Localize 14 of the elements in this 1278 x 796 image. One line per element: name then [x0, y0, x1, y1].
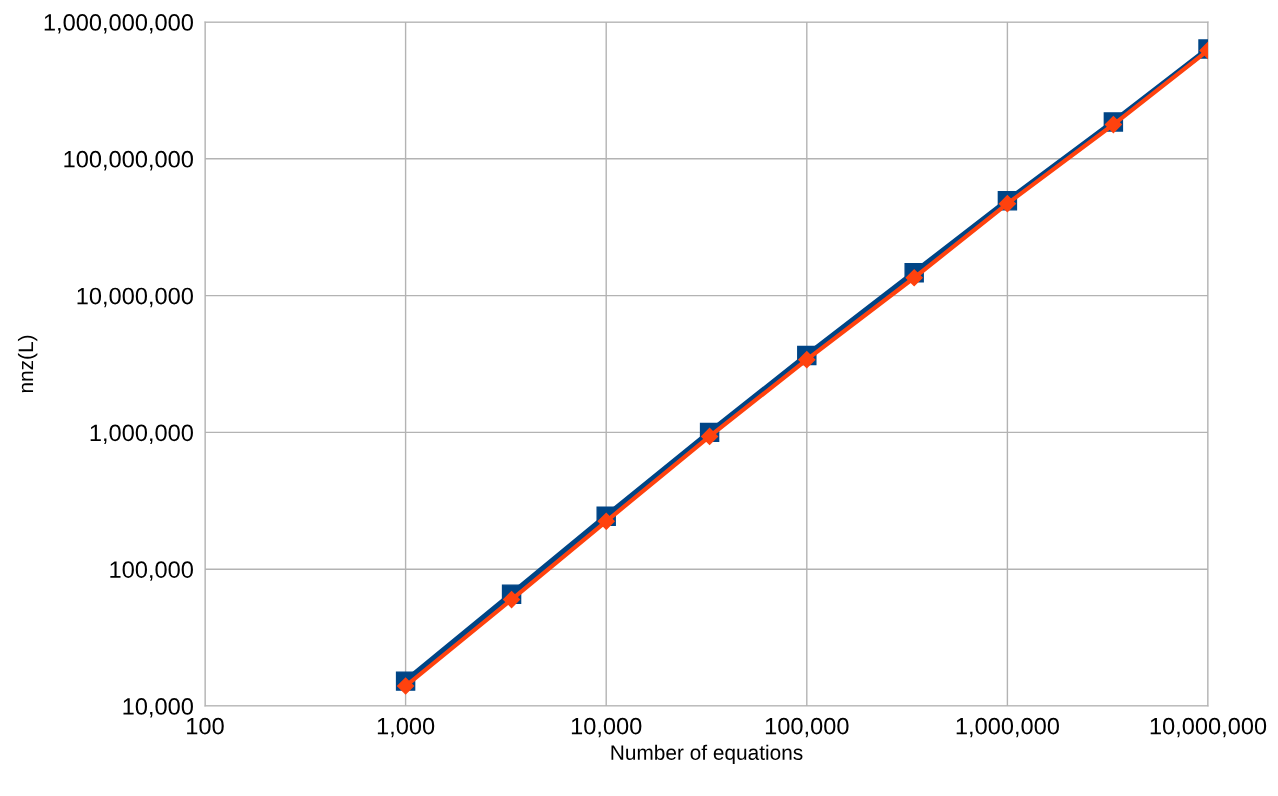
x-axis-title: Number of equations [611, 744, 803, 765]
x-tick-label: 100,000 [765, 717, 849, 738]
x-tick-label: 1,000 [377, 717, 435, 738]
y-tick-label: 100,000,000 [64, 150, 193, 171]
y-axis-title: nnz(L) [17, 335, 38, 393]
x-tick-label: 100 [187, 717, 224, 735]
x-tick-label: 10,000 [571, 717, 642, 738]
y-tick-label: 10,000,000 [77, 287, 193, 308]
y-tick-label: 1,000,000,000 [44, 14, 193, 34]
y-tick-label: 1,000,000 [90, 424, 193, 444]
y-tick-label: 100,000 [110, 561, 193, 581]
x-tick-label: 10,000,000 [1150, 717, 1267, 738]
x-tick-label: 1,000,000 [956, 717, 1059, 738]
y-tick-label: 10,000 [123, 698, 193, 718]
